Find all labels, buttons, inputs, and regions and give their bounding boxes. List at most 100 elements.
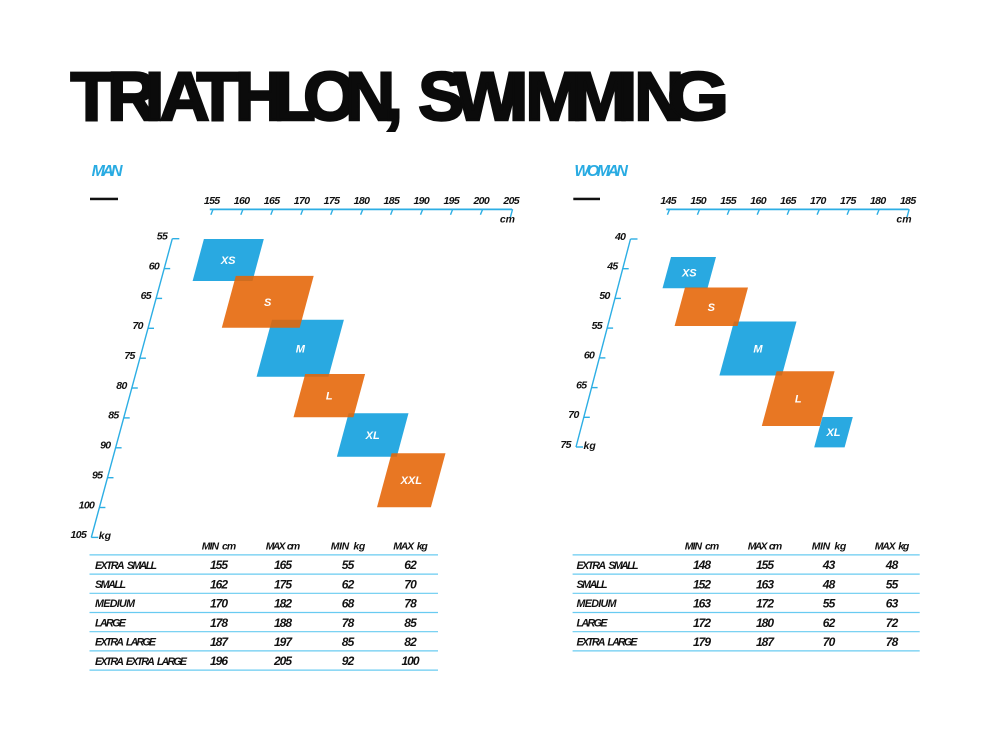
svg-text:L: L xyxy=(274,58,316,135)
svg-text:170: 170 xyxy=(810,195,826,207)
svg-text:MAN: MAN xyxy=(92,163,123,180)
svg-text:60: 60 xyxy=(584,350,595,362)
svg-text:N: N xyxy=(345,58,395,135)
svg-text:78: 78 xyxy=(886,635,899,649)
svg-text:63: 63 xyxy=(886,597,899,611)
svg-text:H: H xyxy=(235,58,285,135)
svg-text:85: 85 xyxy=(404,616,417,630)
svg-text:175: 175 xyxy=(324,195,340,207)
svg-text:XL: XL xyxy=(825,427,840,439)
svg-text:179: 179 xyxy=(693,635,711,649)
svg-text:LARGE: LARGE xyxy=(577,617,609,629)
svg-text:SMALL: SMALL xyxy=(577,579,608,591)
svg-text:180: 180 xyxy=(870,195,886,207)
svg-text:S: S xyxy=(418,58,464,135)
svg-text:cm: cm xyxy=(896,214,911,226)
svg-text:G: G xyxy=(667,57,729,135)
svg-text:WOMAN: WOMAN xyxy=(574,163,628,180)
svg-text:187: 187 xyxy=(756,635,775,649)
svg-text:MIN cm: MIN cm xyxy=(202,540,237,552)
svg-text:145: 145 xyxy=(660,195,676,207)
svg-text:85: 85 xyxy=(108,410,119,422)
svg-text:M: M xyxy=(526,58,583,135)
svg-text:55: 55 xyxy=(342,558,355,572)
svg-text:W: W xyxy=(455,58,521,135)
svg-text:165: 165 xyxy=(780,195,796,207)
svg-text:175: 175 xyxy=(840,195,856,207)
svg-text:50: 50 xyxy=(599,290,610,302)
svg-text:82: 82 xyxy=(404,635,417,649)
svg-text:MAX cm: MAX cm xyxy=(748,540,783,552)
svg-text:75: 75 xyxy=(124,350,135,362)
svg-text:70: 70 xyxy=(568,409,579,421)
svg-text:I: I xyxy=(145,58,164,135)
svg-text:T: T xyxy=(71,58,113,135)
svg-text:160: 160 xyxy=(750,195,766,207)
svg-text:150: 150 xyxy=(690,195,706,207)
svg-text:185: 185 xyxy=(900,195,916,207)
svg-text:78: 78 xyxy=(404,597,417,611)
svg-text:R: R xyxy=(107,58,157,135)
svg-text:XL: XL xyxy=(365,430,380,442)
svg-text:205: 205 xyxy=(273,654,292,668)
svg-text:EXTRA SMALL: EXTRA SMALL xyxy=(95,560,157,572)
svg-text:170: 170 xyxy=(210,597,228,611)
svg-text:163: 163 xyxy=(756,577,774,591)
svg-text:80: 80 xyxy=(116,380,127,392)
svg-text:N: N xyxy=(634,58,684,135)
svg-text:EXTRA LARGE: EXTRA LARGE xyxy=(577,637,639,649)
svg-text:MAX kg: MAX kg xyxy=(393,540,428,552)
svg-text:kg: kg xyxy=(584,440,597,452)
svg-text:155: 155 xyxy=(210,558,228,572)
svg-text:188: 188 xyxy=(274,616,292,630)
svg-text:68: 68 xyxy=(342,597,355,611)
svg-text:48: 48 xyxy=(822,577,836,591)
svg-text:182: 182 xyxy=(274,597,292,611)
svg-text:190: 190 xyxy=(413,195,429,207)
svg-text:M: M xyxy=(753,344,763,356)
svg-text:55: 55 xyxy=(823,597,836,611)
svg-text:100: 100 xyxy=(402,654,420,668)
svg-text:72: 72 xyxy=(886,616,899,630)
svg-text:155: 155 xyxy=(756,558,774,572)
svg-text:55: 55 xyxy=(886,577,899,591)
svg-text:165: 165 xyxy=(274,558,292,572)
svg-text:48: 48 xyxy=(885,558,899,572)
svg-text:155: 155 xyxy=(204,195,220,207)
svg-text:S: S xyxy=(264,297,272,309)
svg-text:LARGE: LARGE xyxy=(95,617,127,629)
svg-text:105: 105 xyxy=(71,529,87,541)
svg-text:187: 187 xyxy=(210,635,229,649)
svg-text:MIN kg: MIN kg xyxy=(812,540,847,552)
svg-text:148: 148 xyxy=(693,558,711,572)
svg-text:70: 70 xyxy=(404,577,417,591)
svg-text:95: 95 xyxy=(92,470,103,482)
svg-text:MAX cm: MAX cm xyxy=(266,540,301,552)
svg-text:MIN cm: MIN cm xyxy=(685,540,720,552)
svg-text:163: 163 xyxy=(693,597,711,611)
svg-text:170: 170 xyxy=(294,195,310,207)
svg-text:T: T xyxy=(197,58,239,135)
svg-text:62: 62 xyxy=(404,558,417,572)
svg-text:S: S xyxy=(708,302,716,314)
svg-text:65: 65 xyxy=(141,290,152,302)
svg-text:92: 92 xyxy=(342,654,355,668)
svg-text:A: A xyxy=(160,58,210,135)
svg-text:178: 178 xyxy=(210,616,228,630)
svg-text:M: M xyxy=(572,58,629,135)
svg-text:196: 196 xyxy=(210,654,228,668)
svg-text:172: 172 xyxy=(756,597,774,611)
svg-text:175: 175 xyxy=(274,577,292,591)
svg-text:180: 180 xyxy=(756,616,774,630)
svg-text:75: 75 xyxy=(561,439,572,451)
svg-text:197: 197 xyxy=(274,635,293,649)
svg-text:EXTRA SMALL: EXTRA SMALL xyxy=(577,560,639,572)
svg-text:152: 152 xyxy=(693,577,711,591)
svg-text:EXTRA LARGE: EXTRA LARGE xyxy=(95,637,157,649)
svg-text:MEDIUM: MEDIUM xyxy=(95,598,136,610)
svg-text:,: , xyxy=(384,58,403,135)
svg-text:78: 78 xyxy=(342,616,355,630)
svg-text:100: 100 xyxy=(79,499,95,511)
svg-text:40: 40 xyxy=(614,231,626,243)
svg-text:XS: XS xyxy=(220,255,236,267)
